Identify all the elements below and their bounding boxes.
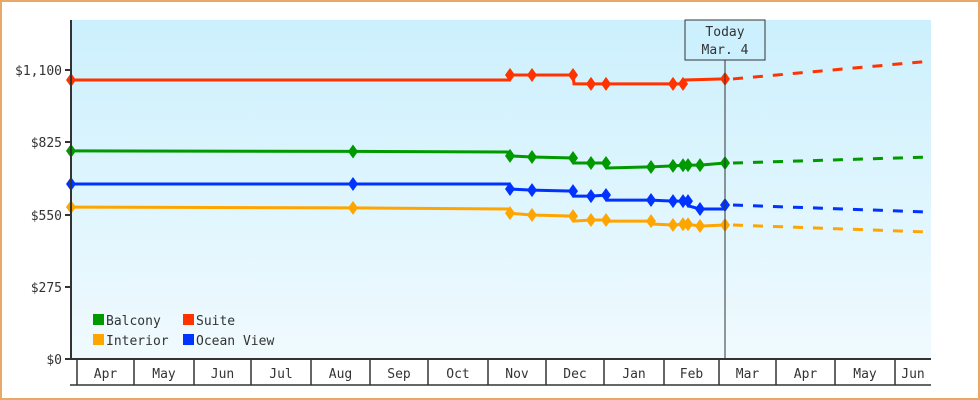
x-month-label: Apr bbox=[794, 367, 818, 382]
today-label: Today bbox=[705, 25, 744, 40]
legend-swatch bbox=[93, 314, 104, 325]
x-month-label: Aug bbox=[329, 367, 352, 382]
price-change-marker[interactable] bbox=[646, 193, 656, 208]
forecast-line bbox=[732, 155, 932, 165]
legend-swatch bbox=[183, 314, 194, 325]
price-change-marker[interactable] bbox=[683, 158, 693, 173]
legend-item-balcony[interactable]: Balcony bbox=[93, 314, 161, 329]
price-change-marker[interactable] bbox=[601, 213, 611, 228]
x-month-label: Jun bbox=[211, 367, 234, 382]
y-tick-label: $550 bbox=[31, 209, 62, 224]
price-change-marker[interactable] bbox=[505, 67, 515, 82]
price-change-marker[interactable] bbox=[586, 189, 596, 204]
price-change-marker[interactable] bbox=[527, 149, 537, 164]
legend-label: Interior bbox=[106, 334, 169, 349]
today-marker: Today Mar. 4 bbox=[684, 19, 766, 359]
series-suite bbox=[66, 59, 932, 91]
price-change-marker[interactable] bbox=[348, 144, 358, 159]
y-tick-label: $825 bbox=[31, 136, 62, 151]
legend-label: Balcony bbox=[106, 314, 161, 329]
legend-item-ocean-view[interactable]: Ocean View bbox=[183, 334, 274, 349]
price-change-marker[interactable] bbox=[568, 151, 578, 166]
price-change-marker[interactable] bbox=[586, 76, 596, 91]
y-tick-label: $0 bbox=[46, 353, 62, 368]
price-change-marker[interactable] bbox=[601, 156, 611, 171]
price-change-marker[interactable] bbox=[695, 158, 705, 173]
price-change-marker[interactable] bbox=[668, 194, 678, 209]
price-change-marker[interactable] bbox=[683, 217, 693, 232]
price-change-marker[interactable] bbox=[527, 183, 537, 198]
x-month-label: Jun bbox=[901, 367, 924, 382]
price-change-marker[interactable] bbox=[527, 67, 537, 82]
x-month-label: May bbox=[853, 367, 877, 382]
x-month-label: Apr bbox=[94, 367, 118, 382]
price-change-marker[interactable] bbox=[568, 184, 578, 199]
price-change-marker[interactable] bbox=[668, 158, 678, 173]
series-balcony bbox=[66, 143, 932, 174]
y-tick-label: $1,100 bbox=[15, 64, 62, 79]
x-month-label: Dec bbox=[563, 367, 586, 382]
legend-item-suite[interactable]: Suite bbox=[183, 314, 235, 329]
price-change-marker[interactable] bbox=[586, 156, 596, 171]
x-month-label: Feb bbox=[680, 367, 704, 382]
price-change-marker[interactable] bbox=[678, 76, 688, 91]
price-change-marker[interactable] bbox=[668, 218, 678, 233]
forecast-line bbox=[732, 223, 932, 234]
legend-swatch bbox=[93, 334, 104, 345]
x-month-label: Mar bbox=[736, 367, 760, 382]
price-change-marker[interactable] bbox=[683, 194, 693, 209]
price-change-marker[interactable] bbox=[568, 209, 578, 224]
legend-label: Suite bbox=[196, 314, 235, 329]
price-change-marker[interactable] bbox=[601, 76, 611, 91]
legend: Balcony Suite Interior Ocean View bbox=[93, 314, 274, 349]
price-change-marker[interactable] bbox=[695, 201, 705, 216]
price-change-marker[interactable] bbox=[601, 188, 611, 203]
series-layer bbox=[66, 59, 932, 234]
x-month-label: Jul bbox=[269, 367, 292, 382]
forecast-line bbox=[732, 59, 932, 81]
price-change-marker[interactable] bbox=[527, 208, 537, 223]
x-month-label: Sep bbox=[387, 367, 411, 382]
price-change-marker[interactable] bbox=[586, 213, 596, 228]
today-label-box bbox=[684, 19, 766, 61]
x-month-label: Oct bbox=[446, 367, 469, 382]
price-change-marker[interactable] bbox=[568, 67, 578, 82]
legend-item-interior[interactable]: Interior bbox=[93, 334, 169, 349]
legend-label: Ocean View bbox=[196, 334, 274, 349]
price-change-marker[interactable] bbox=[668, 76, 678, 91]
price-change-marker[interactable] bbox=[505, 182, 515, 197]
price-change-marker[interactable] bbox=[505, 206, 515, 221]
x-month-label: Jan bbox=[622, 367, 645, 382]
price-change-marker[interactable] bbox=[348, 177, 358, 192]
x-month-label: Nov bbox=[505, 367, 529, 382]
price-change-marker[interactable] bbox=[646, 214, 656, 229]
price-change-marker[interactable] bbox=[695, 219, 705, 234]
legend-swatch bbox=[183, 334, 194, 345]
price-change-marker[interactable] bbox=[505, 148, 515, 163]
price-change-marker[interactable] bbox=[348, 200, 358, 215]
series-ocean-view bbox=[66, 177, 932, 216]
today-date: Mar. 4 bbox=[702, 43, 749, 58]
price-change-marker[interactable] bbox=[646, 159, 656, 174]
forecast-line bbox=[732, 203, 932, 214]
x-month-label: May bbox=[152, 367, 176, 382]
y-tick-label: $275 bbox=[31, 281, 62, 296]
axes: $0 $275 $550 $825 $1,100 Apr May Jun Jul Aug Sep Oc… bbox=[15, 20, 931, 386]
series-interior bbox=[66, 200, 932, 234]
plot-area bbox=[71, 20, 931, 359]
